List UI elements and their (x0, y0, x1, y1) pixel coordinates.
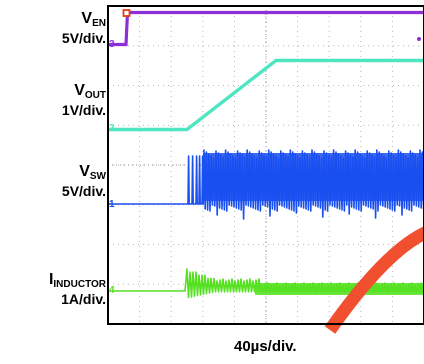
label-vout-main: V (74, 82, 85, 99)
trace-ven (108, 10, 424, 47)
channel-marker-ch1: 1 (109, 199, 115, 210)
label-ven: VEN 5V/div. (61, 10, 106, 46)
label-iinductor: IINDUCTOR 1A/div. (48, 271, 106, 307)
watermark-arc (324, 226, 424, 334)
label-iinductor-scale: 1A/div. (61, 291, 106, 307)
trace-iinductor-fill (255, 283, 424, 295)
trigger-marker (122, 9, 131, 17)
label-vout-sub: OUT (84, 90, 106, 101)
channel-marker-ch4: 4 (109, 285, 115, 296)
scope-screen-border (107, 5, 424, 325)
label-ven-scale: 5V/div. (61, 30, 106, 46)
timebase-label: 40µs/div. (234, 338, 297, 355)
label-vout-scale: 1V/div. (61, 102, 106, 118)
trace-vout (108, 58, 424, 132)
label-iinductor-main: I (48, 271, 54, 288)
label-vsw-sub: SW (89, 171, 106, 182)
scope-grid (108, 6, 424, 324)
label-vsw-main: V (79, 163, 90, 180)
label-ven-main: V (81, 10, 93, 27)
channel-marker-ch2: 2 (109, 123, 115, 134)
label-vout: VOUT 1V/div. (61, 82, 106, 118)
label-vsw: VSW 5V/div. (61, 163, 106, 199)
trace-vsw-fill (203, 153, 424, 201)
channel-marker-ch3: 3 (109, 39, 115, 50)
label-vsw-scale: 5V/div. (61, 183, 106, 199)
trace-ven-dot (417, 37, 421, 41)
label-iinductor-sub: INDUCTOR (53, 279, 106, 290)
label-ven-sub: EN (92, 18, 106, 29)
